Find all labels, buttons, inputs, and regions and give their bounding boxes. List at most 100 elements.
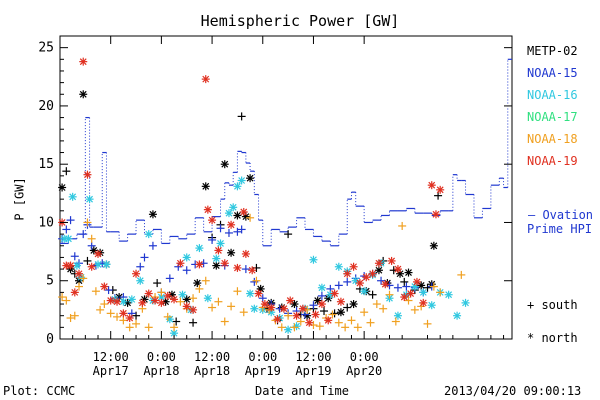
noaa-16-north-point <box>292 322 301 331</box>
marker-stroke <box>164 292 172 300</box>
marker-stroke <box>337 308 345 316</box>
noaa-18-south-point <box>66 314 75 323</box>
noaa-16-north-point <box>360 287 369 296</box>
y-tick-label: 20 <box>38 99 54 114</box>
chart-title: Hemispheric Power [GW] <box>200 12 400 30</box>
marker-stroke <box>221 160 229 168</box>
noaa-16-north-point <box>94 260 103 269</box>
marker-stroke <box>369 270 377 278</box>
noaa-19-north-point <box>241 249 250 258</box>
noaa-15-south-point <box>136 262 145 271</box>
metp-02-south-point <box>237 112 246 121</box>
marker-stroke <box>176 259 184 267</box>
marker-stroke <box>195 244 203 252</box>
noaa-16-north-point <box>136 276 145 285</box>
noaa-16-north-point <box>250 304 259 313</box>
marker-stroke <box>240 208 248 216</box>
noaa-19-north-point <box>227 220 236 229</box>
marker-stroke <box>428 181 436 189</box>
noaa-19-north-point <box>119 309 128 318</box>
y-tick-label: 10 <box>38 215 54 230</box>
noaa-19-north-point <box>106 296 115 305</box>
noaa-16-north-point <box>212 254 221 263</box>
y-tick-label: 15 <box>38 157 54 172</box>
marker-stroke <box>274 315 281 323</box>
marker-stroke <box>90 247 98 254</box>
noaa-19-north-point <box>286 296 295 305</box>
metp-02-south-point <box>284 230 293 239</box>
y-axis-label: P [GW] <box>12 177 27 221</box>
noaa-16-north-point <box>64 234 73 243</box>
marker-stroke <box>170 295 178 303</box>
noaa-16-north-point <box>237 176 246 185</box>
x-tick-label-time: 0:00 <box>248 350 277 364</box>
marker-stroke <box>69 193 77 201</box>
legend-metp-02: METP-02 <box>527 44 578 58</box>
metp-02-north-point <box>193 279 202 288</box>
marker-stroke <box>360 287 368 295</box>
noaa-18-south-point <box>277 323 286 332</box>
marker-stroke <box>261 300 269 308</box>
marker-stroke <box>157 293 165 301</box>
legend-south-marker: + south <box>527 298 578 312</box>
noaa-19-north-point <box>292 311 301 320</box>
marker-stroke <box>445 291 453 299</box>
noaa-18-south-point <box>290 323 299 332</box>
marker-stroke <box>151 297 159 304</box>
noaa-19-north-point <box>113 297 122 306</box>
noaa-15-south-point <box>165 274 174 283</box>
marker-stroke <box>183 295 191 303</box>
x-tick-label-date: Apr20 <box>346 364 382 378</box>
metp-02-north-point <box>79 90 88 99</box>
marker-stroke <box>248 266 256 274</box>
noaa-16-north-point <box>427 301 436 310</box>
noaa-19-north-point <box>203 205 212 214</box>
noaa-18-south-point <box>106 309 115 318</box>
legend-noaa-16: NOAA-16 <box>527 88 578 102</box>
noaa-18-south-point <box>195 284 204 293</box>
noaa-18-south-point <box>429 282 438 291</box>
metp-02-south-point <box>400 277 409 286</box>
marker-stroke <box>388 257 396 265</box>
marker-stroke <box>183 302 191 310</box>
noaa-16-north-point <box>68 192 77 201</box>
noaa-15-south-point <box>87 241 96 250</box>
metp-02-north-point <box>374 266 383 275</box>
metp-02-south-point <box>434 191 443 200</box>
metp-02-south-point <box>320 307 329 316</box>
y-tick-label: 5 <box>46 274 54 289</box>
noaa-18-south-point <box>125 323 134 332</box>
noaa-18-south-point <box>189 294 198 303</box>
noaa-19-north-point <box>393 265 402 274</box>
noaa-16-north-point <box>203 294 212 303</box>
noaa-18-south-point <box>144 323 153 332</box>
noaa-19-north-point <box>138 298 147 307</box>
marker-stroke <box>170 329 178 337</box>
noaa-19-north-point <box>70 288 79 297</box>
marker-stroke <box>375 259 383 267</box>
marker-stroke <box>299 305 307 313</box>
noaa-15-south-point <box>233 227 242 236</box>
y-tick-label: 25 <box>38 41 54 56</box>
marker-stroke <box>343 270 351 278</box>
noaa-19-north-point <box>66 261 75 270</box>
noaa-15-south-point <box>79 230 88 239</box>
noaa-18-south-point <box>246 213 255 222</box>
marker-stroke <box>396 270 404 278</box>
y-tick-label: 0 <box>46 332 54 347</box>
noaa-19-north-point <box>83 170 92 179</box>
noaa-18-south-point <box>87 234 96 243</box>
metp-02-north-point <box>227 248 236 257</box>
marker-stroke <box>419 288 427 296</box>
noaa-19-north-point <box>330 289 339 298</box>
noaa-19-north-point <box>75 269 84 278</box>
noaa-16-north-point <box>182 253 191 262</box>
metp-02-north-point <box>404 268 413 277</box>
marker-stroke <box>280 305 288 313</box>
noaa-19-north-point <box>94 249 103 258</box>
marker-stroke <box>350 263 358 271</box>
marker-stroke <box>400 293 408 301</box>
noaa-18-south-point <box>391 317 400 326</box>
noaa-15-south-point <box>258 294 267 303</box>
noaa-18-south-point <box>252 276 261 285</box>
